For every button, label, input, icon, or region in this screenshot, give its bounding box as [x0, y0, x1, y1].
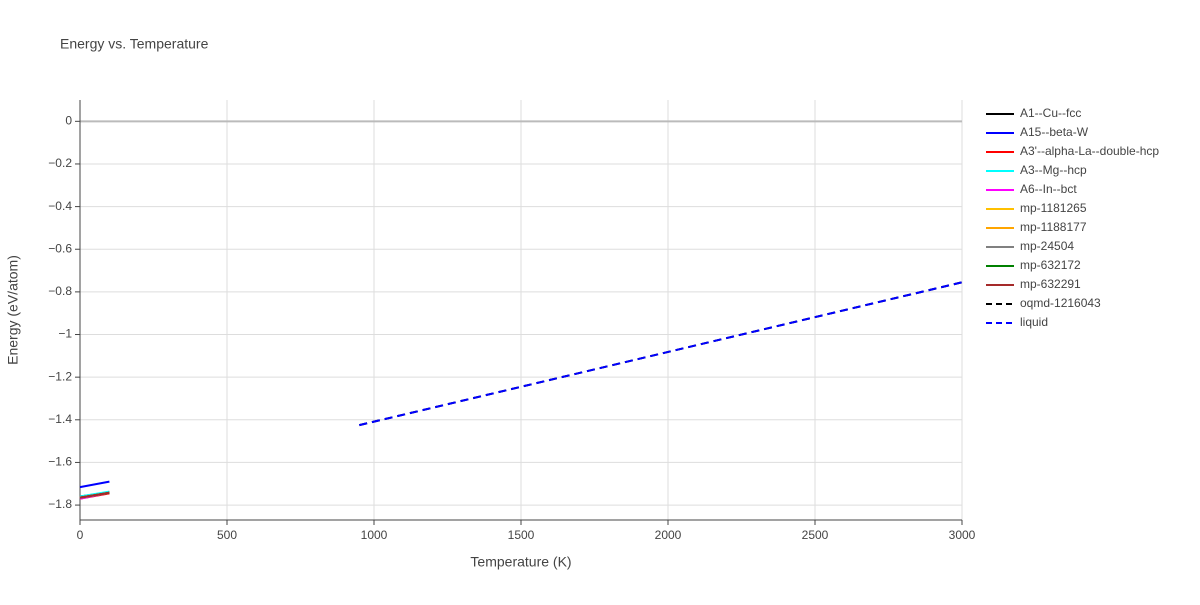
- x-tick-label: 2000: [655, 528, 682, 542]
- legend-label: A1--Cu--fcc: [1020, 106, 1081, 120]
- legend-label: mp-1181265: [1020, 201, 1087, 215]
- series-line: [359, 281, 963, 427]
- legend-label: A15--beta-W: [1020, 125, 1089, 139]
- series-line: [79, 491, 110, 499]
- chart-title: Energy vs. Temperature: [60, 36, 209, 52]
- y-tick-label: −1.4: [48, 412, 72, 426]
- y-tick-label: −1.2: [48, 369, 72, 383]
- legend-label: mp-24504: [1020, 239, 1074, 253]
- legend-label: mp-1188177: [1020, 220, 1087, 234]
- y-tick-label: −1: [58, 327, 72, 341]
- legend-label: A6--In--bct: [1020, 182, 1077, 196]
- series-line: [79, 490, 110, 498]
- y-tick-label: −1.6: [48, 455, 72, 469]
- y-tick-label: −0.4: [48, 199, 72, 213]
- series-line: [79, 480, 110, 489]
- y-axis-label: Energy (eV/atom): [5, 255, 21, 365]
- y-tick-label: −0.6: [48, 241, 72, 255]
- y-tick-label: −0.2: [48, 156, 72, 170]
- x-tick-label: 1000: [361, 528, 388, 542]
- legend-label: A3--Mg--hcp: [1020, 163, 1087, 177]
- legend-label: mp-632291: [1020, 277, 1081, 291]
- x-tick-label: 3000: [949, 528, 976, 542]
- legend-label: A3'--alpha-La--double-hcp: [1020, 144, 1159, 158]
- legend-label: oqmd-1216043: [1020, 296, 1101, 310]
- x-tick-label: 500: [217, 528, 237, 542]
- x-axis-label: Temperature (K): [470, 554, 571, 570]
- legend-label: liquid: [1020, 315, 1048, 329]
- y-tick-label: −1.8: [48, 497, 72, 511]
- y-tick-label: −0.8: [48, 284, 72, 298]
- x-tick-label: 0: [77, 528, 84, 542]
- legend-label: mp-632172: [1020, 258, 1081, 272]
- x-tick-label: 1500: [508, 528, 535, 542]
- x-tick-label: 2500: [802, 528, 829, 542]
- y-tick-label: 0: [65, 113, 72, 127]
